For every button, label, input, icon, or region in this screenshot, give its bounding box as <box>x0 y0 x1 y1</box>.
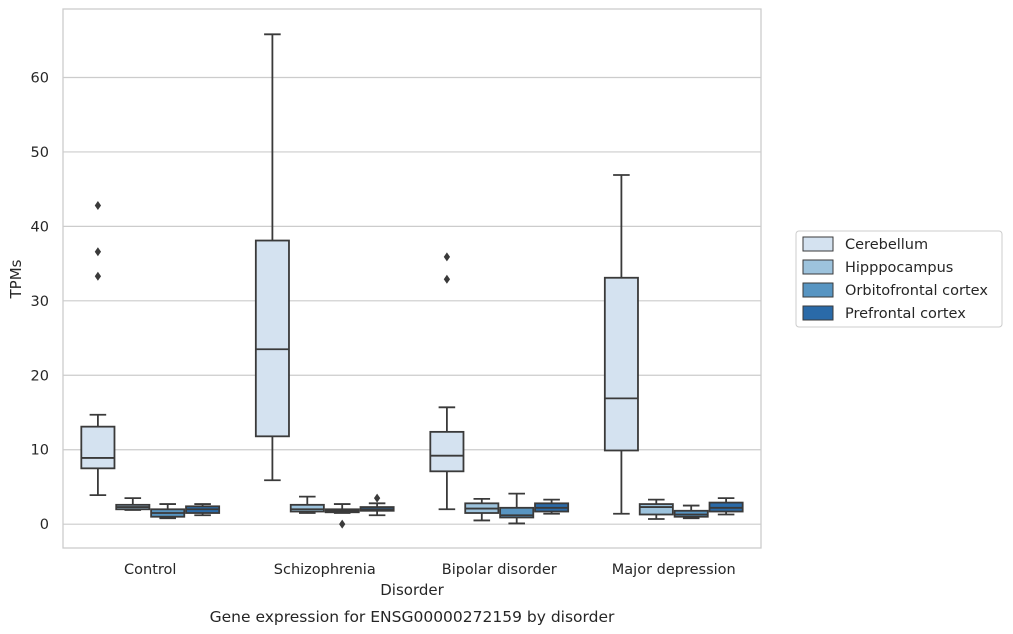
box-prefrontal-cortex <box>708 497 744 516</box>
y-axis-ticks: 0 10 20 30 40 50 60 <box>31 70 49 533</box>
x-axis-ticks: Control Schizophrenia Bipolar disorder Majo… <box>124 562 736 578</box>
chart-caption: Gene expression for ENSG00000272159 by d… <box>210 608 615 626</box>
y-tick-label: 0 <box>40 517 49 533</box>
outlier-point <box>339 519 346 529</box>
plot-area-frame <box>62 8 762 549</box>
y-tick-label: 20 <box>31 368 49 384</box>
box-prefrontal-cortex <box>359 493 395 517</box>
x-tick-label: Schizophrenia <box>274 562 376 578</box>
box-body <box>80 425 116 470</box>
box-hipppocampus <box>289 495 325 514</box>
box-cerebellum <box>80 201 116 497</box>
box-body <box>289 503 325 513</box>
legend-label: Cerebellum <box>845 237 928 253</box>
box-orbitofrontal-cortex <box>673 504 709 520</box>
box-series <box>80 33 744 529</box>
outlier-point <box>94 271 102 281</box>
y-axis-title: TPMs <box>7 259 25 299</box>
legend-swatch <box>802 305 834 321</box>
y-tick-label: 40 <box>31 219 49 235</box>
box-cerebellum <box>603 174 639 515</box>
legend-swatch <box>802 259 834 275</box>
y-tick-label: 10 <box>31 443 49 459</box>
y-tick-label: 30 <box>31 294 49 310</box>
box-body <box>638 503 674 516</box>
box-body <box>499 506 535 519</box>
box-prefrontal-cortex <box>534 498 570 515</box>
box-orbitofrontal-cortex <box>499 492 535 525</box>
y-tick-label: 50 <box>31 145 49 161</box>
outlier-point <box>443 274 451 284</box>
outlier-point <box>94 247 102 257</box>
x-axis-title: Disorder <box>380 581 444 599</box>
grid-lines <box>63 76 761 525</box>
box-cerebellum <box>429 252 465 511</box>
legend-label: Orbitofrontal cortex <box>845 283 988 299</box>
box-prefrontal-cortex <box>185 503 221 517</box>
legend-frame <box>795 230 1003 328</box>
box-hipppocampus <box>115 497 151 511</box>
x-tick-label: Control <box>124 562 176 578</box>
box-hipppocampus <box>464 497 500 522</box>
box-body <box>603 276 639 452</box>
legend-items: Cerebellum Hipppocampus Orbitofrontal cort… <box>802 236 988 322</box>
legend-swatch <box>802 236 834 252</box>
box-hipppocampus <box>638 498 674 520</box>
box-cerebellum <box>254 33 290 482</box>
box-body <box>429 430 465 473</box>
outlier-point <box>94 201 102 211</box>
outlier-point <box>373 493 381 503</box>
outlier-point <box>443 252 451 262</box>
legend-swatch <box>802 282 834 298</box>
x-tick-label: Major depression <box>612 562 736 578</box>
box-orbitofrontal-cortex <box>150 503 186 520</box>
box-body <box>254 239 290 438</box>
legend-label: Prefrontal cortex <box>845 306 966 322</box>
y-tick-label: 60 <box>31 70 49 86</box>
legend-label: Hipppocampus <box>845 260 953 276</box>
legend: Cerebellum Hipppocampus Orbitofrontal cort… <box>795 230 1003 328</box>
box-orbitofrontal-cortex <box>324 503 360 529</box>
x-tick-label: Bipolar disorder <box>442 562 557 578</box>
